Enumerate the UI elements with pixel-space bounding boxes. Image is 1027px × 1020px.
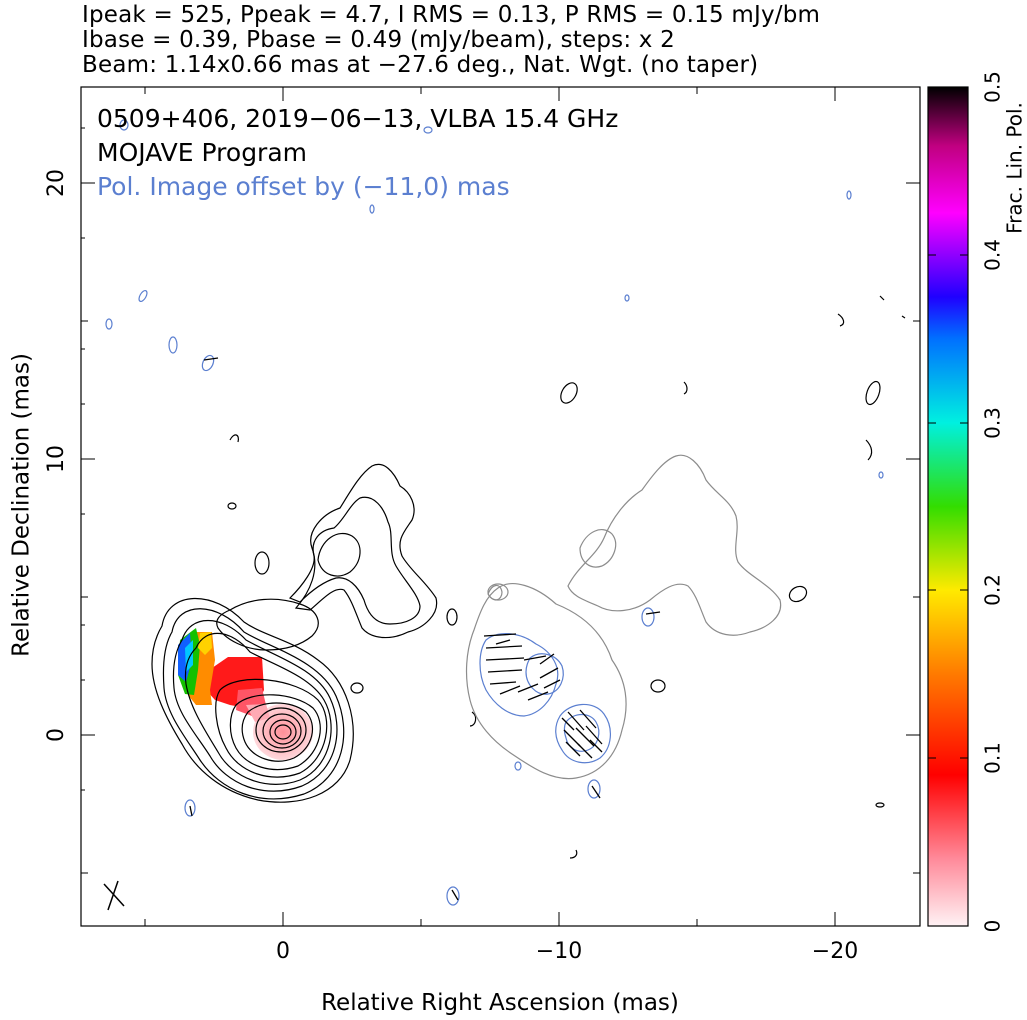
plot-frame (80, 86, 921, 927)
colorbar-tick-label: 0 (981, 920, 1005, 933)
colorbar-tick-label: 0.4 (981, 239, 1005, 271)
x-axis-label: Relative Right Ascension (mas) (321, 990, 679, 1016)
program-annotation: MOJAVE Program (97, 138, 307, 167)
y-tick-label: 20 (44, 169, 69, 197)
header-line-3: Beam: 1.14x0.66 mas at −27.6 deg., Nat. … (82, 52, 759, 78)
colorbar-tick-label: 0.2 (981, 574, 1005, 606)
header-line-1: Ipeak = 525, Ppeak = 4.7, I RMS = 0.13, … (82, 2, 821, 28)
y-axis-ticks (81, 127, 920, 874)
pol-intensity-contours (105, 119, 884, 906)
stokes-i-contours (151, 295, 906, 859)
beam-marker (103, 880, 125, 911)
offset-note: Pol. Image offset by (−11,0) mas (97, 172, 510, 201)
y-tick-label: 0 (44, 728, 69, 742)
y-tick-label: 10 (44, 445, 69, 473)
evpa-vectors (189, 357, 661, 901)
colorbar-tick-label: 0.3 (981, 407, 1005, 439)
colorbar (927, 86, 969, 927)
x-axis-ticks (144, 87, 836, 926)
colorbar-label: Frac. Lin. Pol. (1003, 102, 1027, 234)
header-line-2: Ibase = 0.39, Pbase = 0.49 (mJy/beam), s… (82, 27, 675, 53)
colorbar-tick-label: 0.1 (981, 742, 1005, 774)
y-axis-label: Relative Declination (mas) (9, 353, 35, 657)
colorbar-tick-label: 0.5 (981, 71, 1005, 103)
x-tick-label: −10 (536, 939, 582, 964)
source-annotation: 0509+406, 2019−06−13, VLBA 15.4 GHz (97, 104, 618, 133)
offset-total-contours (465, 454, 782, 780)
x-tick-label: 0 (276, 939, 290, 964)
x-tick-label: −20 (812, 939, 858, 964)
